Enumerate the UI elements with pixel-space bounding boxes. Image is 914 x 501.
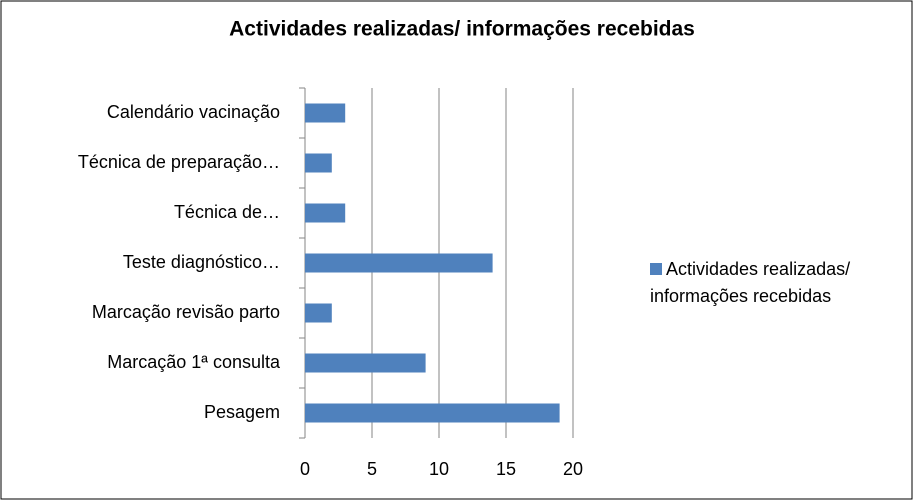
legend-swatch: [650, 263, 662, 275]
x-tick-label: 20: [563, 459, 583, 479]
bar: [305, 303, 332, 323]
x-tick-label: 15: [496, 459, 516, 479]
y-tick-label: Pesagem: [204, 402, 280, 422]
chart-title: Actividades realizadas/ informações rece…: [229, 18, 695, 41]
y-tick-label: Marcação revisão parto: [92, 302, 280, 322]
y-tick-label: Técnica de preparação…: [78, 152, 280, 172]
legend-label: Actividades realizadas/ informações rece…: [650, 259, 851, 306]
legend: Actividades realizadas/ informações rece…: [650, 256, 900, 310]
y-tick-label: Calendário vacinação: [107, 102, 280, 122]
y-tick-label: Teste diagnóstico…: [123, 252, 280, 272]
x-tick-label: 5: [367, 459, 377, 479]
x-tick-label: 10: [429, 459, 449, 479]
y-tick-label: Técnica de…: [174, 202, 280, 222]
bar: [305, 253, 493, 273]
bar: [305, 353, 426, 373]
y-tick-label: Marcação 1ª consulta: [107, 352, 281, 372]
x-tick-label: 0: [300, 459, 310, 479]
bar: [305, 203, 346, 223]
bar: [305, 403, 560, 423]
bar: [305, 103, 346, 123]
bar: [305, 153, 332, 173]
